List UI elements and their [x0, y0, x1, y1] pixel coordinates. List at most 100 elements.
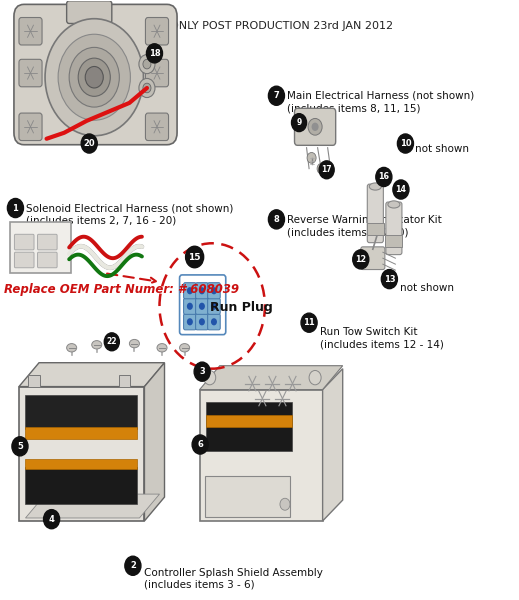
Circle shape [309, 370, 321, 385]
Circle shape [307, 152, 316, 163]
FancyBboxPatch shape [145, 17, 169, 45]
Circle shape [268, 210, 284, 229]
Circle shape [143, 83, 151, 93]
FancyBboxPatch shape [25, 467, 138, 503]
Text: Run Tow Switch Kit
(includes items 12 - 14): Run Tow Switch Kit (includes items 12 - … [320, 327, 444, 349]
FancyBboxPatch shape [206, 402, 292, 451]
Text: 16: 16 [378, 172, 389, 181]
FancyBboxPatch shape [208, 298, 220, 314]
FancyBboxPatch shape [386, 235, 402, 247]
FancyBboxPatch shape [184, 314, 196, 330]
Polygon shape [25, 494, 159, 518]
FancyBboxPatch shape [208, 283, 220, 299]
Text: Run Plug: Run Plug [210, 301, 272, 314]
FancyBboxPatch shape [208, 314, 220, 330]
Circle shape [353, 250, 369, 269]
FancyBboxPatch shape [206, 415, 292, 427]
Circle shape [308, 118, 322, 135]
Text: ONLY POST PRODUCTION 23rd JAN 2012: ONLY POST PRODUCTION 23rd JAN 2012 [170, 21, 393, 31]
FancyBboxPatch shape [367, 223, 384, 235]
Text: Solenoid Electrical Harness (not shown)
(includes items 2, 7, 16 - 20): Solenoid Electrical Harness (not shown) … [26, 203, 234, 226]
FancyBboxPatch shape [25, 395, 138, 429]
FancyBboxPatch shape [19, 113, 42, 140]
FancyBboxPatch shape [294, 108, 336, 145]
FancyBboxPatch shape [196, 314, 208, 330]
Circle shape [12, 437, 28, 456]
Text: 15: 15 [188, 253, 201, 262]
Text: 5: 5 [17, 442, 23, 451]
FancyBboxPatch shape [367, 184, 384, 242]
FancyBboxPatch shape [25, 427, 138, 439]
FancyBboxPatch shape [19, 59, 42, 87]
FancyBboxPatch shape [145, 59, 169, 87]
Text: Controller Splash Shield Assembly
(includes items 3 - 6): Controller Splash Shield Assembly (inclu… [144, 568, 323, 590]
Ellipse shape [129, 340, 140, 348]
Circle shape [301, 313, 317, 332]
Circle shape [199, 318, 205, 325]
Circle shape [69, 47, 119, 107]
Circle shape [85, 67, 103, 88]
Circle shape [81, 134, 97, 153]
Text: 1: 1 [12, 203, 18, 212]
Text: 4: 4 [49, 515, 54, 524]
Ellipse shape [180, 344, 189, 352]
Text: 14: 14 [395, 185, 406, 194]
Text: Main Electrical Harness (not shown)
(includes items 8, 11, 15): Main Electrical Harness (not shown) (inc… [288, 91, 475, 113]
Circle shape [139, 79, 155, 98]
FancyBboxPatch shape [184, 283, 196, 299]
Circle shape [187, 287, 193, 295]
Text: Reverse Warning Indicator Kit
(includes items 9 & 10): Reverse Warning Indicator Kit (includes … [288, 215, 442, 238]
FancyBboxPatch shape [15, 252, 34, 268]
FancyBboxPatch shape [19, 17, 42, 45]
Circle shape [268, 86, 284, 106]
Circle shape [186, 246, 203, 268]
FancyBboxPatch shape [14, 4, 177, 145]
Circle shape [125, 556, 141, 575]
Text: 2: 2 [130, 561, 136, 570]
Ellipse shape [157, 344, 167, 352]
FancyBboxPatch shape [37, 235, 57, 250]
FancyBboxPatch shape [15, 235, 34, 250]
FancyBboxPatch shape [386, 202, 402, 254]
Circle shape [211, 302, 217, 310]
FancyBboxPatch shape [196, 298, 208, 314]
FancyBboxPatch shape [361, 247, 385, 269]
Text: 6: 6 [197, 440, 203, 449]
Ellipse shape [66, 344, 77, 352]
Text: 22: 22 [106, 337, 117, 346]
Circle shape [203, 370, 216, 385]
Polygon shape [200, 365, 343, 389]
Circle shape [211, 287, 217, 295]
Circle shape [7, 199, 23, 218]
FancyBboxPatch shape [66, 1, 112, 23]
Text: 11: 11 [303, 318, 315, 327]
Circle shape [146, 44, 162, 63]
Text: 9: 9 [296, 118, 302, 127]
FancyBboxPatch shape [25, 459, 138, 469]
Text: 7: 7 [274, 91, 279, 100]
Text: 12: 12 [355, 255, 366, 264]
Polygon shape [19, 386, 144, 521]
Circle shape [139, 55, 155, 74]
Circle shape [58, 34, 130, 120]
Circle shape [187, 318, 193, 325]
Text: 10: 10 [400, 139, 411, 148]
Circle shape [187, 302, 193, 310]
Circle shape [192, 435, 208, 454]
Polygon shape [19, 363, 165, 386]
Text: 20: 20 [84, 139, 95, 148]
Circle shape [398, 134, 414, 153]
Text: 17: 17 [321, 166, 332, 175]
Circle shape [199, 302, 205, 310]
Circle shape [143, 59, 151, 69]
Circle shape [280, 498, 290, 510]
Text: 18: 18 [148, 49, 160, 58]
Ellipse shape [92, 341, 102, 349]
Text: not shown: not shown [416, 143, 470, 154]
Polygon shape [323, 368, 343, 521]
FancyBboxPatch shape [196, 283, 208, 299]
Text: 8: 8 [274, 215, 279, 224]
FancyBboxPatch shape [29, 375, 39, 387]
Circle shape [199, 287, 205, 295]
Text: 13: 13 [384, 275, 395, 284]
